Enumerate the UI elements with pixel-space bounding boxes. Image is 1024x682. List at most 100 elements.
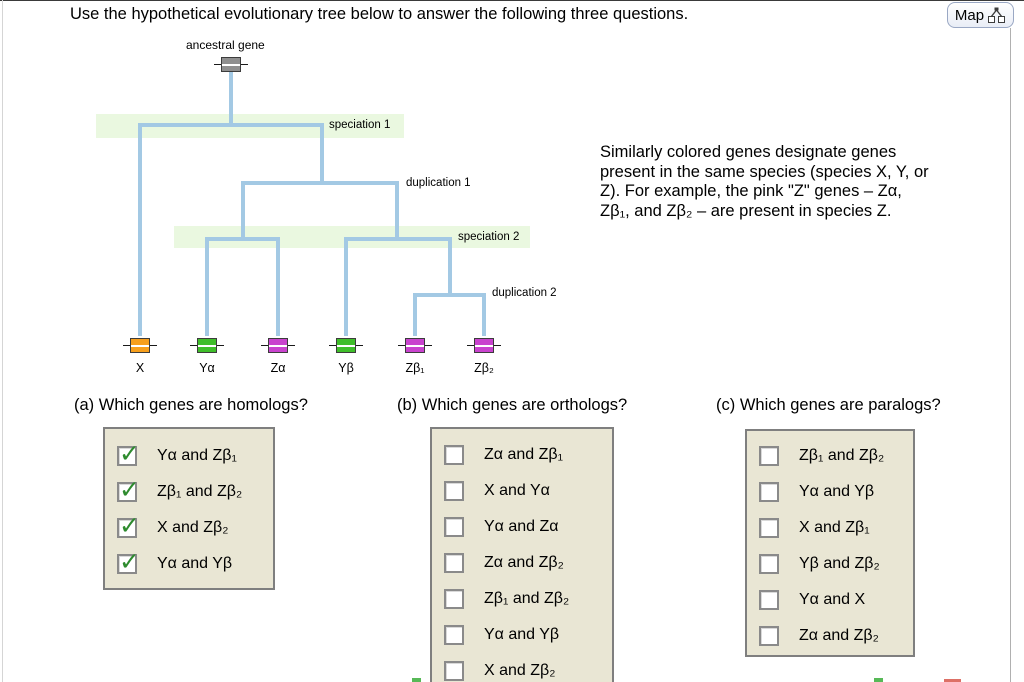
tree-branch-speciation1: [138, 123, 324, 127]
option-label: Zα and Zβ₂: [484, 554, 564, 571]
gene-box: [130, 338, 150, 353]
option-label: X and Zβ₁: [799, 519, 870, 536]
gene-box: [268, 338, 288, 353]
option-label: Zβ₁ and Zβ₂: [484, 590, 570, 607]
checkbox[interactable]: ✓: [444, 661, 464, 681]
option-row[interactable]: ✓ Zα and Zβ₁: [432, 437, 612, 473]
checkbox[interactable]: ✓: [759, 626, 779, 646]
option-row[interactable]: ✓ Yα and Zα: [432, 509, 612, 545]
option-row[interactable]: ✓ X and Zβ₂: [432, 653, 612, 682]
question-a-header: (a) Which genes are homologs?: [74, 396, 308, 414]
option-label: Yα and Zα: [484, 518, 559, 535]
gene-icon-ybeta: [329, 338, 363, 353]
leaf-label-zalpha: Zα: [270, 361, 286, 375]
checkbox[interactable]: ✓: [117, 476, 140, 504]
tree-branch: [320, 123, 324, 185]
option-label: X and Zβ₂: [157, 519, 229, 536]
checkbox[interactable]: ✓: [759, 482, 779, 502]
checkbox[interactable]: ✓: [117, 512, 140, 540]
option-row[interactable]: ✓ Yα and X: [747, 582, 913, 618]
checkbox[interactable]: ✓: [117, 548, 140, 576]
option-row[interactable]: ✓ Zβ₁ and Zβ₂: [747, 438, 913, 474]
question-b-header: (b) Which genes are orthologs?: [397, 396, 628, 414]
checkbox[interactable]: ✓: [759, 518, 779, 538]
option-row[interactable]: ✓ Yβ and Zβ₂: [747, 546, 913, 582]
option-label: Zα and Zβ₁: [484, 446, 563, 463]
option-label: Zβ₁ and Zβ₂: [157, 483, 243, 500]
cutoff-green-mark: [874, 678, 883, 682]
checkbox[interactable]: ✓: [759, 446, 779, 466]
option-row[interactable]: ✓ X and Zβ₂: [105, 510, 273, 546]
checkbox[interactable]: ✓: [444, 589, 464, 609]
checkbox[interactable]: ✓: [444, 625, 464, 645]
duplication-2-label: duplication 2: [492, 287, 557, 299]
option-row[interactable]: ✓ X and Zβ₁: [747, 510, 913, 546]
option-row[interactable]: ✓ Zβ₁ and Zβ₂: [432, 581, 612, 617]
check-icon: ✓: [119, 440, 140, 468]
ancestral-gene-box: [221, 57, 241, 72]
checkbox[interactable]: ✓: [444, 553, 464, 573]
check-icon: ✓: [119, 548, 140, 576]
top-border: [0, 0, 1024, 1]
question-a-panel: ✓ Yα and Zβ₁ ✓ Zβ₁ and Zβ₂ ✓ X and Zβ₂ ✓…: [103, 427, 275, 590]
leaf-label-x: X: [135, 361, 145, 375]
right-panel-divider: [1010, 28, 1011, 682]
option-label: Yα and X: [799, 591, 866, 608]
check-icon: ✓: [119, 476, 140, 504]
note-line: Similarly colored genes designate genes: [600, 143, 897, 161]
question-instructions: Use the hypothetical evolutionary tree b…: [70, 5, 689, 23]
tree-branch-to-ybeta: [344, 237, 348, 336]
checkbox[interactable]: ✓: [759, 590, 779, 610]
species-color-note: Similarly colored genes designate genes …: [600, 143, 1000, 221]
option-label: Yα and Yβ: [484, 626, 560, 643]
gene-icon-yalpha: [190, 338, 224, 353]
gene-icon-zbeta2: [467, 338, 501, 353]
option-row[interactable]: ✓ Zβ₁ and Zβ₂: [105, 474, 273, 510]
speciation-1-label: speciation 1: [329, 119, 391, 131]
gene-box: [474, 338, 494, 353]
speciation-2-label: speciation 2: [458, 231, 520, 243]
check-icon: ✓: [119, 512, 140, 540]
gene-icon-zbeta1: [398, 338, 432, 353]
option-label: Yβ and Zβ₂: [799, 555, 880, 572]
option-row[interactable]: ✓ Yα and Yβ: [432, 617, 612, 653]
option-row[interactable]: ✓ Yα and Yβ: [747, 474, 913, 510]
checkbox[interactable]: ✓: [117, 440, 140, 468]
checkbox[interactable]: ✓: [759, 554, 779, 574]
option-row[interactable]: ✓ Zα and Zβ₂: [747, 618, 913, 654]
gene-icon-x: [123, 338, 157, 353]
option-label: Zα and Zβ₂: [799, 627, 879, 644]
leaf-label-zbeta2: Zβ₂: [474, 361, 494, 375]
tree-branch-to-zalpha: [276, 237, 280, 336]
leaf-label-ybeta: Yβ: [338, 361, 354, 375]
tree-branch-to-yalpha: [205, 237, 209, 336]
note-line: Zβ₁, and Zβ₂ – are present in species Z.: [600, 201, 892, 220]
option-row[interactable]: ✓ Yα and Yβ: [105, 546, 273, 582]
tree-branch: [241, 181, 245, 241]
option-label: Yα and Yβ: [799, 483, 875, 500]
ancestral-gene-label: ancestral gene: [186, 38, 265, 52]
tree-branch-duplication1: [241, 181, 399, 185]
checkbox[interactable]: ✓: [444, 517, 464, 537]
option-row[interactable]: ✓ Yα and Zβ₁: [105, 438, 273, 474]
option-row[interactable]: ✓ X and Yα: [432, 473, 612, 509]
map-button[interactable]: Map: [947, 2, 1014, 28]
note-line: Z). For example, the pink "Z" genes – Zα…: [600, 182, 902, 200]
tree-branch-speciation2-left: [205, 237, 280, 241]
tree-branch: [395, 181, 399, 241]
note-line: present in the same species (species X, …: [600, 162, 929, 181]
option-row[interactable]: ✓ Zα and Zβ₂: [432, 545, 612, 581]
tree-branch: [448, 237, 452, 295]
question-c-header: (c) Which genes are paralogs?: [716, 396, 941, 414]
gene-box: [197, 338, 217, 353]
cutoff-green-mark: [412, 678, 421, 682]
leaf-label-zbeta1: Zβ₁: [405, 361, 425, 375]
question-b-panel: ✓ Zα and Zβ₁ ✓ X and Yα ✓ Yα and Zα ✓ Zα…: [430, 427, 614, 682]
checkbox[interactable]: ✓: [444, 481, 464, 501]
tree-branch-speciation2-right: [344, 237, 452, 241]
option-label: Yα and Zβ₁: [157, 447, 237, 464]
checkbox[interactable]: ✓: [444, 445, 464, 465]
option-label: X and Zβ₂: [484, 662, 556, 679]
sitemap-icon: [987, 7, 1006, 23]
